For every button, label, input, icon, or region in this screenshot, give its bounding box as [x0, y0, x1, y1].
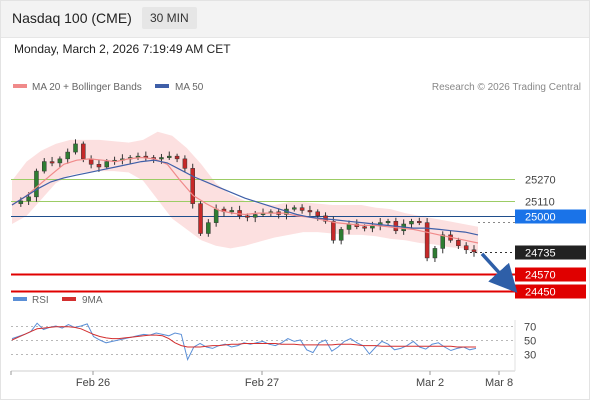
legend-rsi-swatch	[13, 297, 27, 301]
candle-body	[252, 214, 258, 218]
level-label-25110: 25110	[525, 197, 555, 209]
research-credit: Research © 2026 Trading Central	[432, 82, 581, 93]
candle-body	[174, 155, 180, 160]
candle-body	[49, 161, 55, 164]
candle-body	[190, 168, 195, 204]
rsi-tick-50: 50	[524, 336, 536, 348]
price-panel: 25270 25110 25000 24735 24570 24450	[11, 131, 586, 299]
level-badge-24735	[515, 245, 586, 260]
candle-body	[73, 143, 78, 153]
level-label-24735: 24735	[525, 248, 556, 260]
candle-body	[385, 221, 391, 224]
rsi-panel: 70 50 30	[11, 322, 536, 362]
candle-body	[432, 248, 438, 259]
candle-body	[34, 170, 39, 198]
candle-body	[167, 155, 172, 158]
candle-body	[237, 210, 242, 217]
rsi-series-9ma	[11, 326, 476, 348]
candle-body	[307, 210, 313, 213]
legend-9ma-swatch	[62, 297, 76, 301]
x-tick-label: Feb 27	[245, 377, 279, 389]
candle-body	[65, 151, 70, 160]
level-label-25000: 25000	[525, 212, 556, 224]
legend-ma20-swatch	[13, 84, 27, 88]
candle-body	[57, 158, 63, 164]
bollinger-band	[12, 131, 478, 254]
ma50-line	[11, 159, 479, 236]
ma20-line	[11, 156, 479, 244]
level-badge-24570	[515, 267, 586, 282]
timeframe-badge[interactable]: 30 MIN	[142, 7, 197, 29]
legend-ma20-label: MA 20 + Bollinger Bands	[32, 82, 142, 93]
candle-body	[440, 234, 445, 249]
chart-datetime: Monday, March 2, 2026 7:19:49 AM CET	[14, 42, 231, 56]
level-label-24450: 24450	[525, 287, 556, 299]
candle-body	[346, 223, 352, 230]
level-label-25270: 25270	[525, 175, 556, 187]
x-tick-label: Feb 26	[76, 377, 110, 389]
candle-body	[81, 143, 86, 160]
legend-rsi-label: RSI	[32, 295, 49, 306]
legend-ma50-label: MA 50	[175, 82, 204, 93]
instrument-title: Nasdaq 100 (CME)	[12, 10, 132, 26]
candle-body	[299, 207, 305, 211]
candle-body	[463, 245, 469, 251]
candle-body	[42, 161, 47, 172]
candle-body	[471, 249, 477, 253]
x-tick-label: Mar 8	[485, 377, 513, 389]
candle-body	[213, 208, 219, 223]
candle-body	[245, 215, 250, 218]
candle-body	[362, 226, 367, 229]
legend-ma50-swatch	[155, 84, 169, 88]
candle-body	[292, 207, 297, 210]
candle-body	[159, 157, 164, 160]
level-badge-25000	[515, 209, 586, 224]
level-badge-24450	[515, 284, 586, 299]
x-axis: Feb 26 Feb 27 Mar 2 Mar 8	[10, 371, 513, 389]
rsi-tick-30: 30	[524, 350, 536, 362]
candle-body	[206, 222, 211, 234]
candle-body	[18, 200, 24, 204]
candle-body	[96, 164, 102, 168]
forecast-arrow	[480, 252, 518, 293]
level-label-24570: 24570	[525, 270, 556, 282]
rsi-series-rsi	[11, 322, 477, 362]
candle-body	[331, 221, 336, 241]
candle-body	[456, 240, 461, 246]
candle-body	[409, 221, 414, 225]
candle-body	[26, 196, 31, 202]
rsi-tick-70: 70	[524, 322, 536, 334]
candle-body	[417, 221, 422, 224]
candle-body	[198, 203, 203, 234]
chart-header: Nasdaq 100 (CME) 30 MIN	[1, 1, 589, 38]
candle-body	[315, 211, 320, 217]
x-tick-label: Mar 2	[416, 377, 444, 389]
candle-body	[338, 229, 344, 241]
candle-body	[424, 222, 430, 259]
candle-body	[104, 161, 110, 168]
candle-body	[229, 210, 235, 213]
candle-body	[182, 158, 188, 169]
legend-9ma-label: 9MA	[82, 295, 103, 306]
